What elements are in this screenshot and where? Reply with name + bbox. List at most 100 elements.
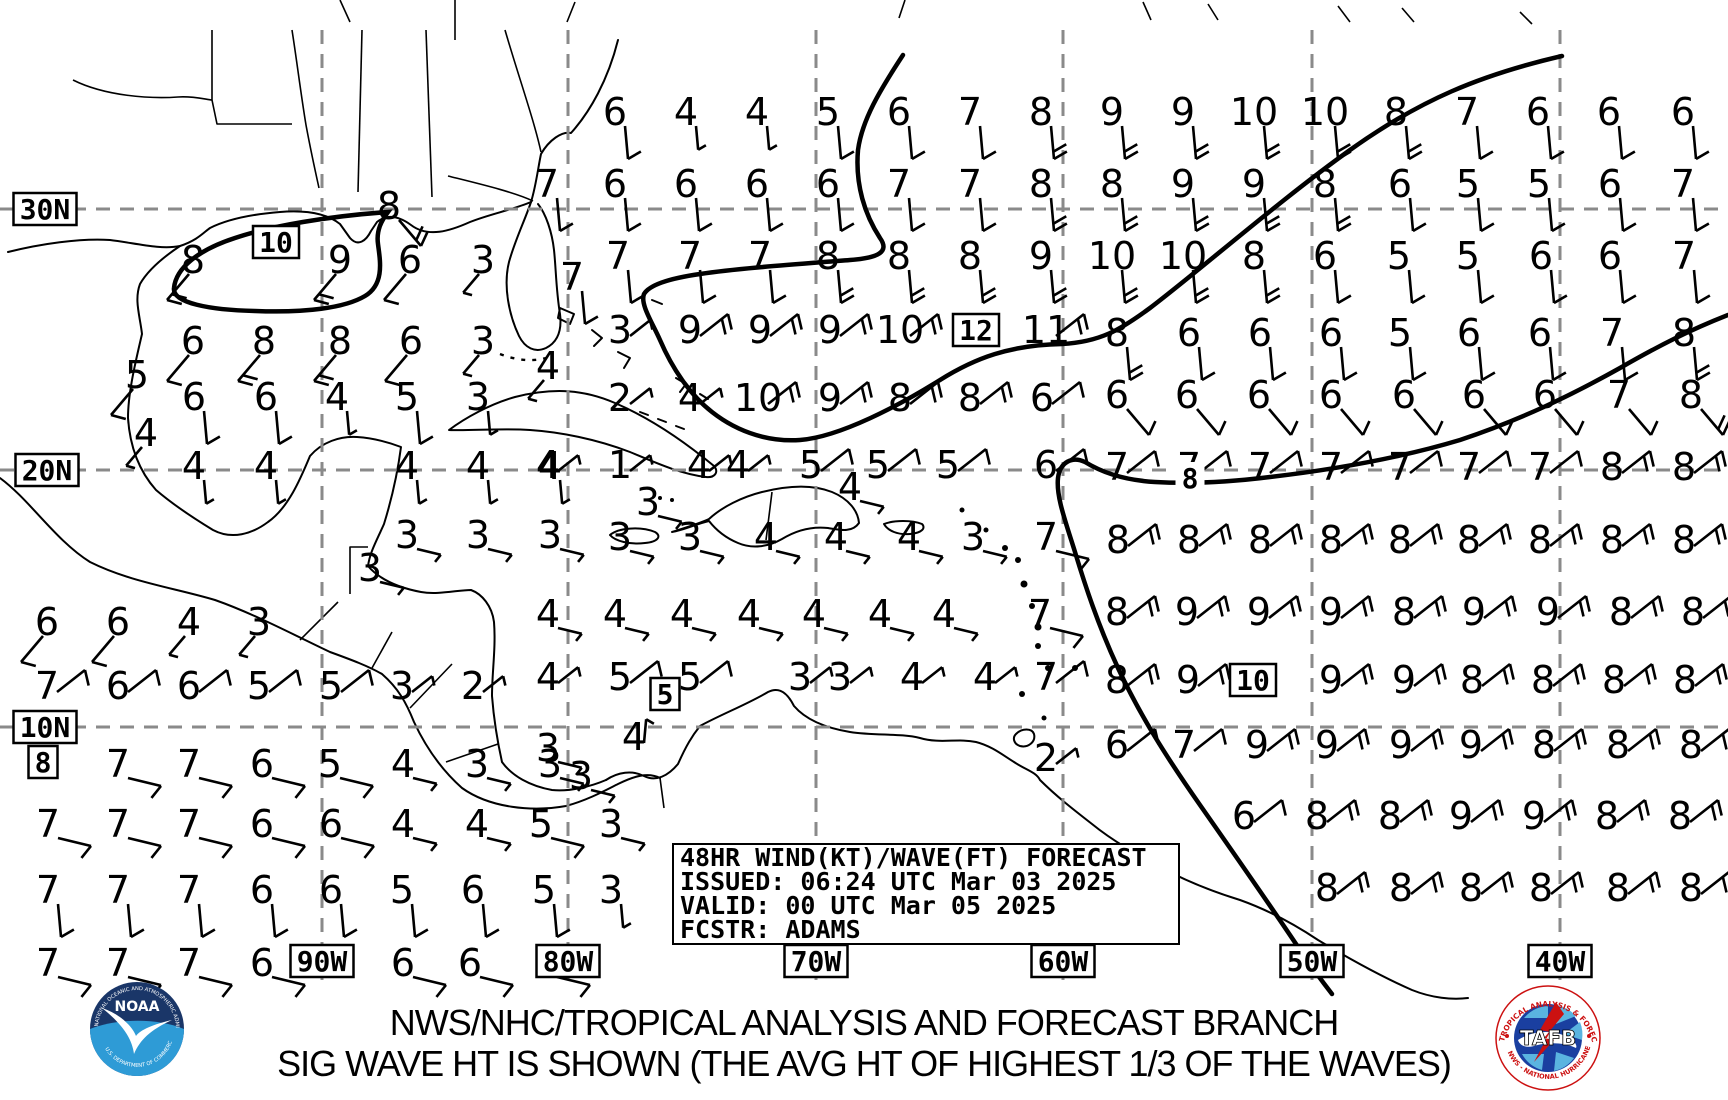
wind-wave-point: 6	[1030, 376, 1085, 420]
wind-wave-point: 3	[466, 375, 499, 436]
wind-wave-point: 8	[1313, 162, 1352, 233]
pacific-coast	[0, 477, 661, 810]
wind-wave-point: 6	[166, 319, 205, 387]
wind-wave-point: 6	[1232, 794, 1287, 838]
wind-wave-point: 8	[1672, 518, 1727, 562]
svg-text:6: 6	[250, 868, 274, 912]
svg-text:3: 3	[599, 868, 623, 912]
svg-text:7: 7	[177, 802, 201, 846]
wind-wave-point: 4	[838, 465, 885, 515]
svg-text:4: 4	[932, 592, 956, 636]
tafb-stars	[1505, 1034, 1591, 1038]
wind-wave-point: 2	[461, 664, 507, 708]
info-line-valid: VALID: 00 UTC Mar 05 2025	[680, 891, 1057, 920]
svg-text:2: 2	[1034, 736, 1058, 780]
svg-text:4: 4	[674, 90, 698, 134]
svg-text:5: 5	[816, 90, 840, 134]
svg-text:7: 7	[1600, 311, 1624, 355]
wind-wave-point: 6	[319, 868, 358, 939]
wind-wave-point: 4	[973, 655, 1019, 699]
svg-text:9: 9	[1522, 794, 1546, 838]
wind-wave-point: 9	[1536, 590, 1591, 634]
hispaniola-border	[765, 491, 773, 541]
lat-label-30N: 30N	[12, 191, 78, 227]
wind-wave-point: 6	[384, 319, 423, 387]
svg-text:3: 3	[788, 655, 812, 699]
svg-text:8: 8	[888, 376, 912, 420]
wind-wave-point: 8	[958, 376, 1013, 420]
wind-wave-point: 4	[754, 515, 801, 565]
svg-text:3: 3	[828, 655, 852, 699]
svg-text:4: 4	[177, 600, 201, 644]
svg-text:8: 8	[1182, 462, 1199, 495]
wind-wave-point: 8	[1248, 518, 1303, 562]
wind-wave-point: 10	[1301, 90, 1352, 161]
svg-text:5: 5	[936, 443, 960, 487]
wind-wave-point: 3	[462, 319, 495, 378]
wind-wave-point: 6	[1528, 311, 1567, 382]
wind-wave-point: 6	[177, 664, 232, 708]
wind-wave-point: 7	[1105, 445, 1160, 489]
svg-text:8: 8	[1305, 794, 1329, 838]
svg-text:8: 8	[1029, 90, 1053, 134]
wind-wave-point: 8	[1532, 723, 1587, 767]
svg-text:1: 1	[608, 443, 632, 487]
wind-wave-point: 4	[527, 344, 560, 403]
wind-wave-point: 9	[818, 376, 873, 420]
svg-text:9: 9	[1449, 794, 1473, 838]
svg-text:50W: 50W	[1287, 945, 1338, 978]
svg-text:6: 6	[887, 90, 911, 134]
wind-wave-point: 3	[466, 513, 513, 563]
svg-text:7: 7	[1455, 90, 1479, 134]
svg-text:6: 6	[603, 162, 627, 206]
svg-text:8: 8	[1389, 866, 1413, 910]
wind-wave-point: 9	[818, 308, 873, 352]
svg-text:6: 6	[1598, 162, 1622, 206]
wind-wave-point: 4	[391, 802, 438, 852]
wind-wave-point: 6	[91, 600, 130, 668]
svg-text:6: 6	[319, 868, 343, 912]
wind-wave-point: 9	[1459, 723, 1514, 767]
contour-wave-12ft-atlantic	[640, 52, 1565, 443]
svg-text:90W: 90W	[297, 945, 348, 978]
svg-text:9: 9	[1462, 590, 1486, 634]
svg-text:4: 4	[254, 444, 278, 488]
wind-wave-point: 7	[1607, 373, 1659, 436]
wind-wave-point: 8	[1602, 658, 1657, 702]
wind-wave-point: 6	[1462, 373, 1514, 436]
wind-wave-point: 8	[1681, 590, 1728, 634]
wind-wave-point: 6	[603, 162, 642, 233]
wind-wave-point: 8	[1177, 518, 1232, 562]
wind-wave-point: 6	[1598, 234, 1637, 305]
wind-wave-point: 8	[1528, 518, 1583, 562]
wind-wave-point: 5	[799, 443, 854, 487]
svg-text:7: 7	[1672, 234, 1696, 278]
svg-text:6: 6	[1034, 443, 1058, 487]
svg-text:8: 8	[1392, 590, 1416, 634]
svg-text:6: 6	[1247, 373, 1271, 417]
wind-wave-point: 8	[1106, 518, 1161, 562]
svg-text:4: 4	[325, 375, 349, 419]
svg-text:3: 3	[538, 513, 562, 557]
wind-wave-point: 7	[535, 162, 574, 233]
wind-wave-point: 5	[247, 664, 302, 708]
svg-text:8: 8	[1672, 518, 1696, 562]
svg-text:7: 7	[958, 90, 982, 134]
wind-wave-point: 7	[106, 868, 145, 939]
wind-wave-point: 6	[1247, 373, 1299, 436]
svg-text:5: 5	[532, 868, 556, 912]
svg-text:8: 8	[1606, 723, 1630, 767]
wind-wave-point: 7	[1671, 162, 1710, 233]
svg-text:3: 3	[608, 515, 632, 559]
wind-wave-point: 5	[866, 443, 921, 487]
wind-wave-point: 4	[538, 444, 571, 505]
wind-wave-point: 4	[395, 444, 428, 505]
svg-text:5: 5	[529, 802, 553, 846]
svg-text:6: 6	[1105, 723, 1129, 767]
svg-text:3: 3	[358, 546, 382, 590]
wind-wave-point: 4	[182, 444, 215, 505]
svg-text:6: 6	[250, 941, 274, 985]
noaa-seagull	[102, 1008, 172, 1054]
hispaniola	[671, 485, 860, 548]
